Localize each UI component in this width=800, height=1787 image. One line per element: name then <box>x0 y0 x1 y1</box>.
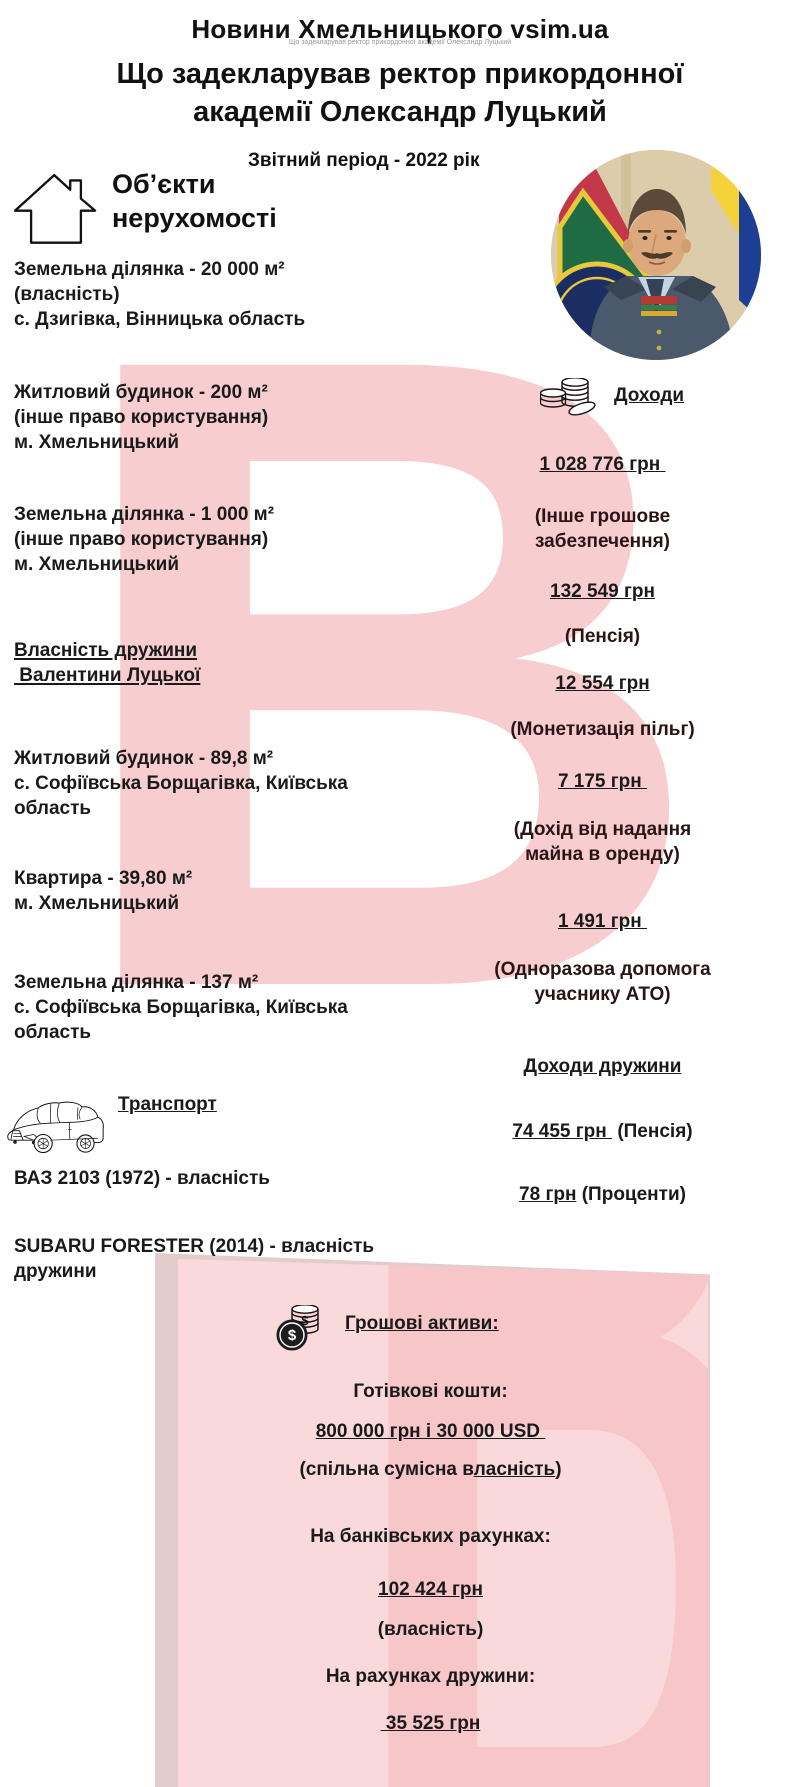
svg-text:$: $ <box>288 1327 297 1344</box>
